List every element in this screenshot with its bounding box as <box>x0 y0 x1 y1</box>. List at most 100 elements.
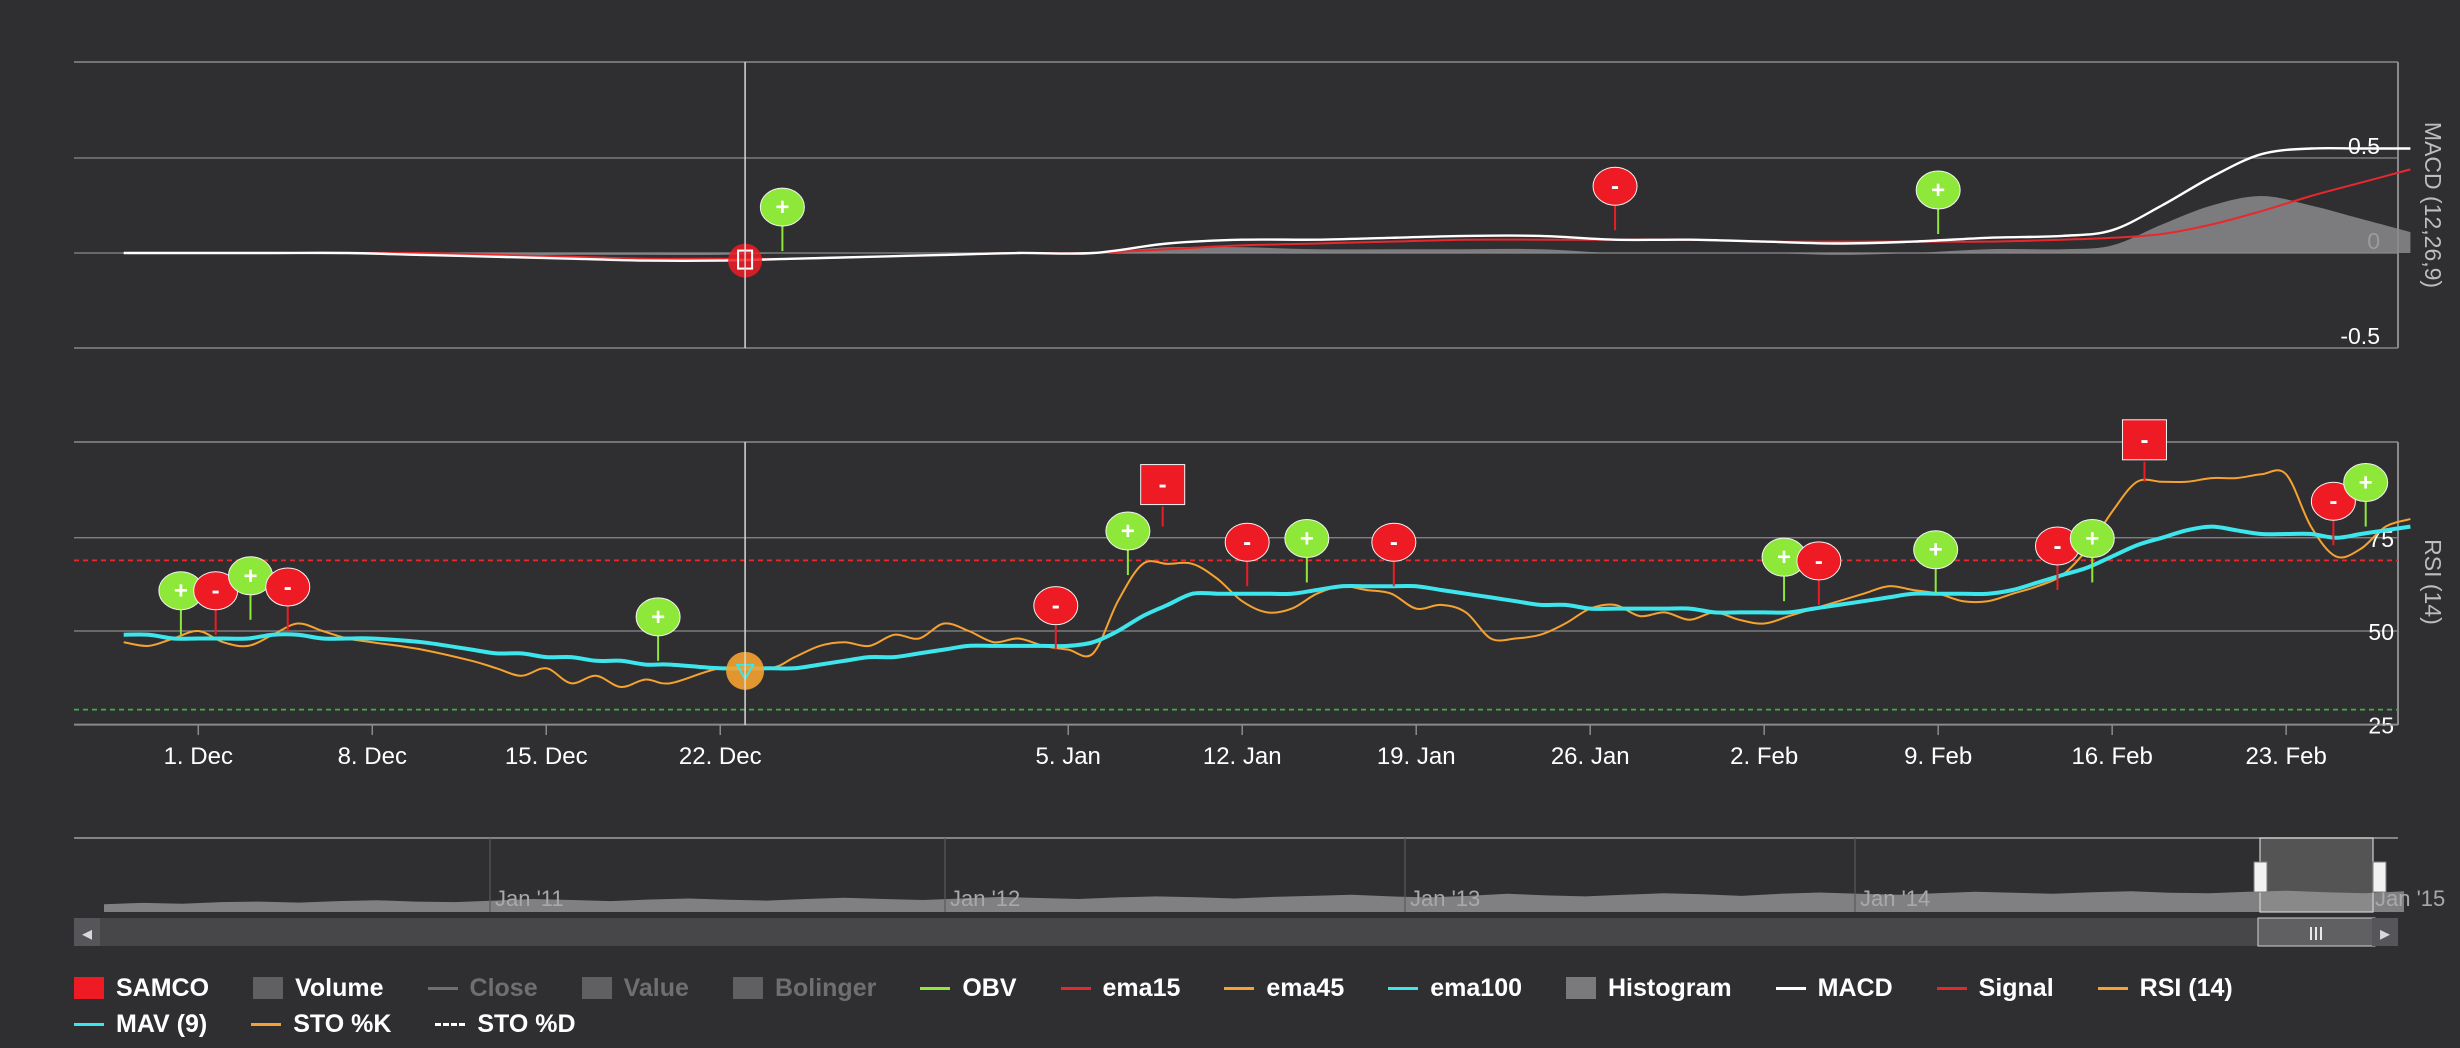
flag-bubble <box>265 567 311 607</box>
x-tick-label: 9. Feb <box>1904 743 1972 770</box>
legend-label: OBV <box>962 973 1017 1002</box>
series-rsi-line <box>123 469 2411 689</box>
legend-label: ema15 <box>1102 973 1181 1002</box>
legend-symbol <box>1775 986 1806 990</box>
navigator-scroll-left-button[interactable] <box>74 918 100 946</box>
legend-item-sto-k[interactable]: STO %K <box>251 1008 391 1040</box>
rsi-flag-buy-2[interactable]: + <box>227 556 273 620</box>
navigator[interactable]: Jan '11 Jan '12 Jan '13 Jan '14 Jan '15 III ◂ ▸ <box>74 837 2445 947</box>
series-mav-line <box>123 524 2411 671</box>
legend-item-bolinger[interactable]: Bolinger <box>732 972 876 1004</box>
legend-symbol <box>253 977 284 999</box>
flag-bubble <box>1033 586 1079 626</box>
navigator-scrollbar-thumb[interactable] <box>2257 917 2376 947</box>
rsi-flag-sell-8[interactable]: - <box>1224 522 1270 587</box>
navigator-selection <box>2259 837 2374 913</box>
legend-item-ema15[interactable]: ema15 <box>1060 972 1181 1004</box>
flag-label: + <box>2085 526 2099 553</box>
legend-item-ema100[interactable]: ema100 <box>1388 972 1522 1004</box>
legend-item-histogram[interactable]: Histogram <box>1566 972 1732 1004</box>
legend-label: ema100 <box>1430 973 1522 1002</box>
flag-bubble <box>1224 522 1270 562</box>
legend-label: STO %K <box>293 1009 392 1038</box>
rsi-tick-label: 50 <box>2368 619 2394 645</box>
navigator-handle-right[interactable] <box>2372 861 2387 893</box>
legend-item-mav-9[interactable]: MAV (9) <box>74 1008 207 1040</box>
legend-symbol <box>1060 986 1091 990</box>
flag-label: + <box>2359 470 2373 497</box>
flag-label: - <box>2140 427 2148 454</box>
legend-label: SAMCO <box>116 973 210 1002</box>
flag-bubble <box>759 187 805 227</box>
flag-label: - <box>1159 472 1167 499</box>
flag-label: + <box>1931 177 1945 204</box>
x-tick-label: 19. Jan <box>1377 743 1456 770</box>
rsi-flag-sell-17[interactable]: - <box>2310 481 2356 546</box>
rsi-flag-buy-6[interactable]: + <box>1105 511 1151 576</box>
rsi-flag-buy-9[interactable]: + <box>1284 519 1330 583</box>
flag-square <box>1140 464 1186 506</box>
flag-bubble <box>1915 170 1961 210</box>
series-macd-line <box>123 146 2411 263</box>
macd-flag-sell-1[interactable]: - <box>1592 166 1638 231</box>
legend-item-macd[interactable]: MACD <box>1775 972 1893 1004</box>
series-signal-line <box>123 168 2411 260</box>
legend-label: MAV (9) <box>116 1009 208 1038</box>
legend-label: Histogram <box>1608 973 1732 1002</box>
x-tick-label: 2. Feb <box>1730 743 1798 770</box>
rsi-flag-sell-10[interactable]: - <box>1371 522 1417 587</box>
legend-item-value[interactable]: Value <box>581 972 689 1004</box>
legend-symbol <box>1936 986 1967 990</box>
macd-flag-buy-2[interactable]: + <box>1915 170 1961 234</box>
x-axis: 1. Dec 8. Dec 15. Dec 22. Dec 5. Jan 12. Jan 1… <box>164 725 2327 770</box>
flag-bubble <box>1796 541 1842 581</box>
macd-flag-buy-0[interactable]: + <box>759 187 805 252</box>
rsi-flag-sell-12[interactable]: - <box>1796 541 1842 605</box>
rsi-flag-buy-11[interactable]: + <box>1761 537 1807 602</box>
legend-label: Volume <box>295 973 384 1002</box>
flag-label: - <box>1611 173 1619 200</box>
flag-bubble <box>1913 530 1959 570</box>
navigator-handle-left[interactable] <box>2253 861 2268 893</box>
rsi-flag-sell-3[interactable]: - <box>265 567 311 631</box>
legend: SAMCO Volume Close Value Bolinger OBV ema15 ema… <box>74 972 2404 1040</box>
flag-bubble <box>1371 522 1417 562</box>
rsi-flag-sell-square-16[interactable]: - <box>2121 419 2167 482</box>
legend-label: STO %D <box>477 1009 576 1038</box>
legend-item-sto-d[interactable]: STO %D <box>435 1008 576 1040</box>
legend-item-ema45[interactable]: ema45 <box>1224 972 1344 1004</box>
legend-symbol <box>427 986 458 990</box>
rsi-flag-buy-0[interactable]: + <box>158 571 204 635</box>
navigator-volume-area <box>104 890 2404 912</box>
legend-label: RSI (14) <box>2139 973 2233 1002</box>
flag-bubble <box>635 597 681 637</box>
legend-symbol <box>920 986 951 990</box>
rsi-flag-buy-18[interactable]: + <box>2343 463 2389 527</box>
flag-label: + <box>1300 526 1314 553</box>
legend-item-rsi-14[interactable]: RSI (14) <box>2097 972 2233 1004</box>
rsi-flag-buy-15[interactable]: + <box>2069 519 2115 583</box>
legend-item-obv[interactable]: OBV <box>920 972 1017 1004</box>
flag-label: + <box>775 194 789 221</box>
navigator-scrollbar-track[interactable] <box>74 918 2398 946</box>
legend-item-signal[interactable]: Signal <box>1936 972 2054 1004</box>
x-tick-label: 26. Jan <box>1551 743 1630 770</box>
navigator-year-label: Jan '15 <box>2375 886 2445 911</box>
flag-label: + <box>174 578 188 605</box>
macd-axis-title: MACD (12,26,9) <box>2420 122 2446 288</box>
legend-symbol <box>1388 986 1419 990</box>
rsi-flag-sell-square-7[interactable]: - <box>1140 464 1186 527</box>
flag-label: + <box>1777 544 1791 571</box>
rsi-flag-buy-13[interactable]: + <box>1913 530 1959 594</box>
x-tick-label: 8. Dec <box>338 743 407 770</box>
legend-item-close[interactable]: Close <box>427 972 538 1004</box>
legend-item-samco[interactable]: SAMCO <box>74 972 209 1004</box>
rsi-flag-sell-5[interactable]: - <box>1033 586 1079 650</box>
navigator-scroll-right-button[interactable] <box>2372 918 2398 946</box>
legend-label: MACD <box>1817 973 1893 1002</box>
navigator-year-label: Jan '14 <box>1860 886 1930 911</box>
legend-item-volume[interactable]: Volume <box>253 972 384 1004</box>
flag-bubble <box>1592 166 1638 206</box>
rsi-flag-buy-4[interactable]: + <box>635 597 681 661</box>
flag-label: - <box>2053 533 2061 560</box>
